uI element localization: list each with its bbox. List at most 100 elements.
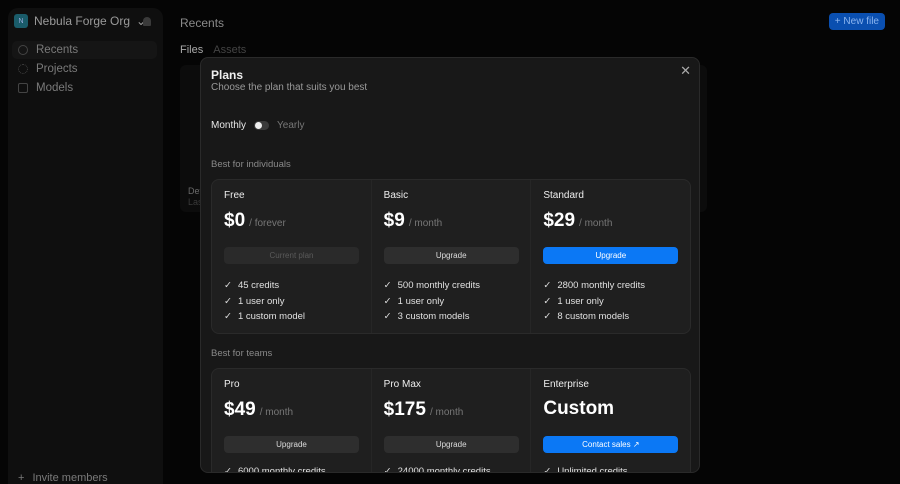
feature-text: Unlimited credits — [557, 466, 628, 473]
new-file-label: New file — [843, 16, 879, 27]
section-label: Best for individuals — [211, 159, 291, 170]
file-name: Def — [188, 186, 203, 196]
check-icon: ✓ — [383, 295, 392, 307]
plan-price: $0 — [224, 210, 246, 231]
plan-price: $9 — [383, 210, 405, 231]
chevron-down-icon: ⌄ — [136, 14, 147, 28]
plan-card-basic: Basic $9/ month Upgrade ✓ 500 monthly cre… — [372, 180, 532, 333]
page-title: Recents — [180, 16, 225, 30]
plan-name: Pro Max — [383, 379, 421, 390]
sidebar-item-models[interactable]: Models — [12, 79, 157, 97]
sidebar-item-label: Models — [36, 82, 74, 94]
org-avatar: N — [14, 14, 28, 28]
check-icon: ✓ — [543, 280, 552, 291]
plan-period: / forever — [249, 218, 286, 229]
feature-text: 2800 monthly credits — [557, 280, 645, 291]
sidebar-item-label: Projects — [36, 63, 78, 75]
modal-title: Plans — [211, 68, 244, 82]
check-icon: ✓ — [383, 280, 392, 291]
plan-card-free: Free $0/ forever Current plan ✓ 45 credit… — [212, 180, 372, 333]
check-icon: ✓ — [383, 466, 392, 473]
feature-text: 1 user only — [237, 295, 285, 307]
plan-name: Enterprise — [543, 379, 589, 390]
plan-price: $175 — [383, 399, 426, 420]
feature-item: ✓ 1 custom model — [224, 311, 305, 327]
plans-grid: Pro $49/ month Upgrade ✓ 6000 monthly cre… — [211, 368, 691, 473]
yearly-label: Yearly — [277, 120, 305, 131]
billing-toggle[interactable] — [254, 121, 270, 130]
feature-item: ✓ 24000 monthly credits — [383, 466, 491, 473]
feature-item: ✓ 1 user only — [384, 296, 480, 312]
plan-price: $29 — [543, 210, 576, 231]
feature-text: 1 user only — [557, 295, 604, 307]
tab-files[interactable]: Files — [180, 44, 204, 56]
feature-text: 8 custom models — [557, 311, 630, 322]
feature-item: ✓ 2800 monthly credits — [543, 280, 645, 296]
feature-item: ✓ 8 custom models — [543, 311, 645, 327]
plan-period: / month — [259, 407, 294, 418]
monthly-label: Monthly — [211, 120, 247, 131]
file-meta: Las — [188, 197, 203, 207]
feature-item: ✓ 45 credits — [224, 280, 305, 296]
plan-name: Standard — [543, 190, 584, 201]
check-icon: ✓ — [543, 466, 552, 473]
plan-period: / month — [429, 407, 464, 418]
feature-item: ✓ 1 user only — [543, 296, 645, 312]
check-icon: ✓ — [224, 311, 232, 322]
plan-card-enterprise: Enterprise Custom Contact sales ↗ ✓ Unlim… — [531, 369, 690, 473]
plan-price: Custom — [543, 398, 615, 419]
check-icon: ✓ — [543, 295, 552, 307]
plan-button: Current plan — [224, 247, 359, 264]
plus-icon: + — [18, 472, 25, 484]
feature-text: 500 monthly credits — [397, 280, 481, 291]
plan-price: $49 — [224, 399, 256, 420]
feature-item: ✓ Unlimited credits — [543, 466, 628, 473]
close-icon[interactable]: ✕ — [680, 63, 691, 78]
sidebar-item-label: Recents — [36, 44, 79, 56]
plan-name: Basic — [383, 190, 409, 201]
check-icon: ✓ — [224, 466, 232, 473]
clock-icon — [18, 45, 28, 55]
tab-assets[interactable]: Assets — [213, 44, 247, 56]
feature-text: 45 credits — [237, 280, 280, 291]
plan-card-standard: Standard $29/ month Upgrade ✓ 2800 monthl… — [531, 180, 690, 333]
plan-card-pro: Pro $49/ month Upgrade ✓ 6000 monthly cre… — [212, 369, 372, 473]
plan-period: / month — [408, 218, 443, 229]
invite-members-button[interactable]: + Invite members — [18, 472, 108, 484]
modal-subtitle: Choose the plan that suits you best — [211, 82, 368, 93]
org-name: Nebula Forge Org — [34, 14, 131, 28]
plan-button[interactable]: Upgrade — [224, 436, 359, 453]
check-icon: ✓ — [224, 280, 232, 291]
org-switcher[interactable]: N Nebula Forge Org ⌄ — [14, 14, 146, 28]
check-icon: ✓ — [543, 311, 552, 322]
feature-text: 24000 monthly credits — [397, 466, 491, 473]
model-icon — [18, 83, 28, 93]
new-file-button[interactable]: + New file — [828, 13, 885, 30]
plan-button[interactable]: Upgrade — [383, 247, 519, 264]
plan-button[interactable]: Upgrade — [543, 247, 679, 264]
feature-text: 6000 monthly credits — [237, 466, 326, 473]
sidebar-item-recents[interactable]: Recents — [12, 41, 157, 59]
feature-text: 3 custom models — [397, 311, 470, 322]
plans-grid: Free $0/ forever Current plan ✓ 45 credit… — [211, 179, 691, 334]
feature-text: 1 user only — [397, 295, 445, 307]
feature-text: 1 custom model — [237, 311, 306, 322]
section-label: Best for teams — [211, 348, 273, 359]
plan-button[interactable]: Contact sales ↗ — [543, 436, 679, 453]
plan-period: / month — [579, 218, 613, 229]
grid-icon — [18, 64, 28, 74]
plan-button[interactable]: Upgrade — [383, 436, 519, 453]
invite-label: Invite members — [32, 472, 108, 484]
sidebar-item-projects[interactable]: Projects — [12, 60, 157, 78]
feature-item: ✓ 6000 monthly credits — [224, 466, 326, 473]
plan-card-pro-max: Pro Max $175/ month Upgrade ✓ 24000 month… — [372, 369, 532, 473]
feature-item: ✓ 3 custom models — [384, 311, 480, 327]
feature-item: ✓ 500 monthly credits — [384, 280, 480, 296]
sidebar: N Nebula Forge Org ⌄ Recents Projects Mode… — [8, 8, 163, 484]
bell-icon[interactable] — [143, 17, 151, 26]
check-icon: ✓ — [383, 311, 392, 322]
plans-modal: ✕ Plans Choose the plan that suits you b… — [200, 57, 700, 473]
plan-name: Pro — [224, 379, 240, 390]
check-icon: ✓ — [224, 295, 232, 307]
plan-name: Free — [224, 190, 245, 201]
